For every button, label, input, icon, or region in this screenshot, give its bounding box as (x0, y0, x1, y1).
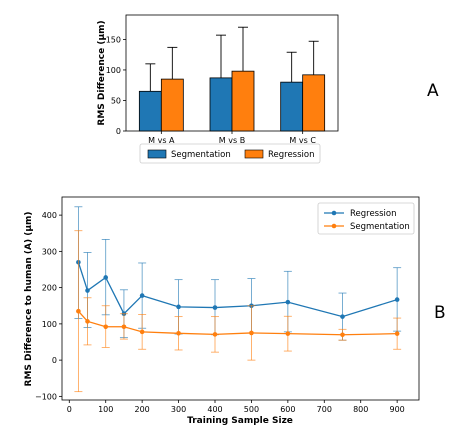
data-point-segmentation (249, 330, 254, 336)
x-tick-label-a: M vs C (289, 136, 316, 145)
legend-label-regression: Regression (268, 150, 315, 160)
y-tick-label-b: 300 (42, 247, 57, 256)
y-tick-label-b: 200 (42, 284, 57, 293)
data-point-segmentation (85, 319, 90, 324)
x-tick-label-b: 900 (390, 405, 405, 414)
data-point-regression (85, 288, 90, 293)
panel-label-b: B (434, 303, 446, 323)
x-tick-label-a: M vs B (219, 136, 245, 145)
bar-segmentation (280, 81, 304, 132)
y-tick-label-b: 400 (42, 211, 57, 220)
y-tick-label-b: 0 (52, 356, 57, 365)
data-point-segmentation (176, 331, 181, 336)
x-tick-label-b: 700 (317, 405, 332, 414)
bar-segmentation (138, 90, 162, 132)
y-axis-ticks-b: −100 0 100 200 300 400 (35, 211, 62, 401)
y-tick-label-a: 150 (106, 35, 121, 44)
legend-swatch-regression (244, 149, 264, 159)
x-tick-label-b: 200 (135, 405, 150, 414)
x-tick-label-b: 100 (98, 405, 113, 414)
bar-segmentation (209, 77, 233, 132)
panel-label-a: A (427, 81, 439, 101)
y-tick-label-a: 0 (116, 127, 121, 136)
data-point-segmentation (212, 332, 218, 337)
data-point-segmentation (103, 324, 109, 330)
data-point-regression (103, 275, 109, 280)
x-tick-label-b: 300 (171, 405, 186, 414)
legend-frame-a (139, 143, 321, 164)
x-axis-ticks-a: M vs A M vs B M vs C (148, 131, 316, 145)
data-point-regression (212, 305, 218, 310)
y-axis-label-a: RMS Difference (μm) (97, 20, 107, 125)
data-point-regression (340, 314, 345, 319)
data-point-segmentation (340, 332, 345, 338)
legend-b: Regression Segmentation (317, 202, 415, 235)
data-point-segmentation (121, 324, 127, 330)
x-tick-label-a: M vs A (148, 136, 175, 145)
bar-regression (231, 70, 255, 132)
x-tick-label-b: 400 (207, 405, 222, 414)
x-tick-label-b: 600 (280, 405, 295, 414)
x-axis-label-b: Training Sample Size (187, 416, 293, 426)
x-tick-label-b: 800 (353, 405, 368, 414)
legend-label-segmentation-b: Segmentation (350, 222, 410, 232)
legend-a: Segmentation Regression (139, 143, 321, 164)
data-point-regression (394, 297, 400, 302)
data-point-segmentation (139, 329, 145, 335)
data-point-segmentation (76, 308, 81, 314)
y-tick-label-a: 100 (106, 66, 121, 75)
data-point-segmentation (285, 331, 291, 336)
data-point-regression (176, 304, 181, 310)
x-axis-ticks-b: 0 100 200 300 400 500 600 700 800 900 (67, 400, 405, 414)
legend-swatch-segmentation (147, 149, 167, 159)
legend-label-regression-b: Regression (350, 209, 397, 219)
bar-chart-panel-a: 0 50 100 150 M vs A M vs B M vs C RMS Differe… (97, 14, 339, 164)
bar-regression (302, 74, 326, 132)
x-tick-label-b: 0 (67, 405, 72, 414)
bar-regression (160, 78, 184, 132)
plot-frame-b (61, 196, 420, 401)
legend-marker-regression (331, 210, 337, 216)
legend-marker-segmentation (331, 223, 337, 229)
line-chart-panel-b: −100 0 100 200 300 400 0 100 200 300 400 500 600 700… (24, 196, 420, 426)
bars-a (138, 26, 326, 132)
x-tick-label-b: 500 (244, 405, 259, 414)
y-tick-label-b: −100 (35, 392, 57, 401)
data-point-regression (139, 293, 145, 298)
legend-label-segmentation: Segmentation (171, 150, 231, 160)
y-axis-label-b: RMS Difference to human (A) (μm) (24, 212, 34, 387)
data-point-regression (285, 299, 291, 305)
y-tick-label-b: 100 (42, 320, 57, 329)
y-tick-label-a: 50 (111, 96, 121, 105)
data-point-segmentation (394, 331, 400, 336)
series-b (74, 206, 402, 393)
y-axis-ticks-a: 0 50 100 150 (106, 35, 126, 136)
